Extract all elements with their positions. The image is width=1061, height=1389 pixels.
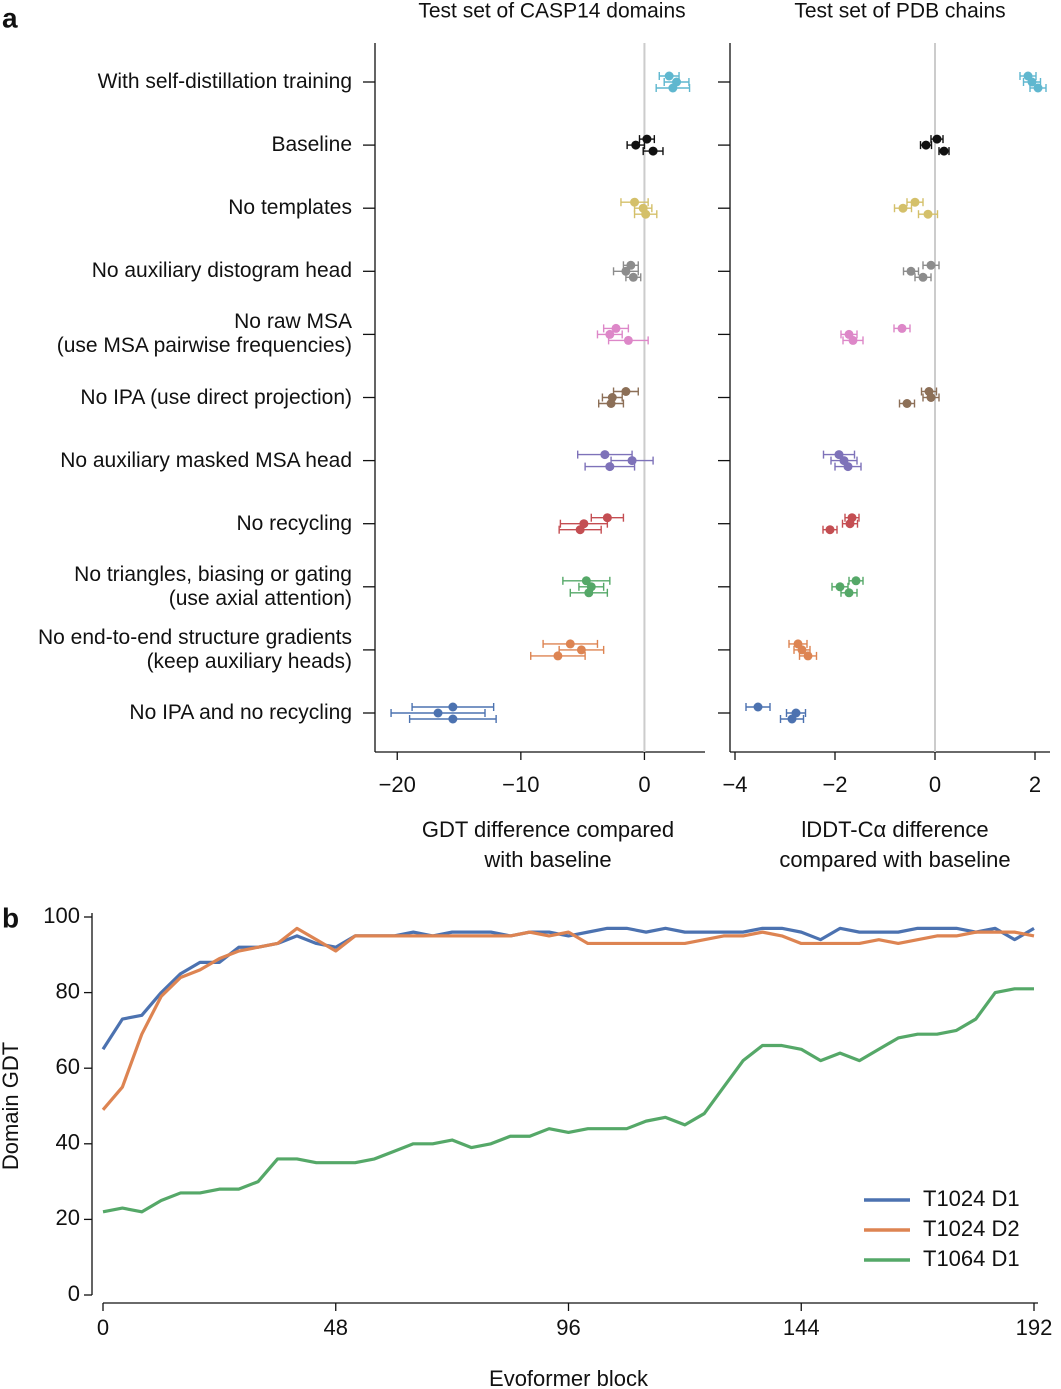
point <box>626 260 636 270</box>
category-label: No auxiliary distogram head <box>91 259 352 283</box>
x-tick-label: 48 <box>324 1315 348 1340</box>
y-axis-label: Domain GDT <box>0 1042 23 1170</box>
point <box>918 272 928 282</box>
point <box>787 714 797 724</box>
point <box>648 146 658 156</box>
point <box>902 399 912 408</box>
point <box>803 651 813 661</box>
x-tick-label: −2 <box>822 772 847 797</box>
x-tick-label: 192 <box>1016 1315 1053 1340</box>
point <box>1033 83 1043 93</box>
point <box>602 513 612 523</box>
category-label: Baseline <box>271 133 352 157</box>
category-label: No raw MSA (use MSA pairwise frequencies… <box>56 310 352 358</box>
point <box>898 203 908 213</box>
point <box>926 260 936 270</box>
point <box>939 146 949 156</box>
x-tick-label: −4 <box>722 772 747 797</box>
point <box>565 639 575 649</box>
series-line <box>101 926 1035 1051</box>
point <box>668 83 678 93</box>
point <box>611 323 621 333</box>
point <box>641 209 651 219</box>
point <box>433 708 443 718</box>
point <box>628 272 638 282</box>
chart-title: Test set of CASP14 domains <box>418 0 685 23</box>
point <box>753 702 763 712</box>
point <box>910 197 920 207</box>
point <box>448 702 458 712</box>
category-label: No IPA (use direct projection) <box>80 385 352 409</box>
point <box>897 323 907 333</box>
legend-label: T1024 D1 <box>923 1186 1020 1211</box>
point <box>845 519 855 529</box>
x-tick-label: 2 <box>1029 772 1041 797</box>
point <box>448 714 458 724</box>
point <box>584 588 594 598</box>
series-line <box>102 987 1034 1214</box>
point <box>851 576 861 586</box>
x-tick-label: 144 <box>783 1315 820 1340</box>
point <box>834 450 844 460</box>
y-tick-label: 100 <box>43 903 80 928</box>
point <box>576 645 586 655</box>
point <box>664 71 674 81</box>
x-tick-label: 96 <box>556 1315 580 1340</box>
chart-title: Test set of PDB chains <box>794 0 1005 23</box>
legend-label: T1064 D1 <box>923 1246 1020 1271</box>
x-axis-label: Evoformer block <box>489 1366 649 1389</box>
x-tick-label: 0 <box>929 772 941 797</box>
x-axis-label: GDT difference compared with baseline <box>421 817 675 872</box>
point <box>630 197 640 207</box>
point <box>844 588 854 598</box>
x-tick-label: 0 <box>638 772 650 797</box>
category-label: No IPA and no recycling <box>129 701 352 724</box>
category-label: No recycling <box>236 511 352 535</box>
point <box>835 582 845 592</box>
point <box>843 462 853 472</box>
y-tick-label: 0 <box>68 1281 80 1306</box>
point <box>575 525 585 535</box>
y-tick-label: 80 <box>56 978 80 1003</box>
point <box>825 525 835 535</box>
point <box>553 651 563 661</box>
point <box>621 387 631 396</box>
point <box>605 462 615 472</box>
legend-label: T1024 D2 <box>923 1216 1020 1241</box>
x-tick-label: 0 <box>97 1315 109 1340</box>
category-label: No triangles, biasing or gating (use axi… <box>74 562 352 610</box>
point <box>600 450 610 460</box>
point <box>631 140 641 150</box>
point <box>921 140 931 150</box>
point <box>605 329 615 339</box>
point <box>606 399 616 408</box>
point <box>906 266 916 276</box>
category-label: With self-distillation training <box>97 70 352 93</box>
point <box>581 576 591 586</box>
x-tick-label: −20 <box>379 772 416 797</box>
panel-label: a <box>2 2 18 33</box>
point <box>926 393 936 402</box>
category-label: No end-to-end structure gradients (keep … <box>37 625 352 673</box>
category-label: No auxiliary masked MSA head <box>60 448 352 472</box>
point <box>621 266 631 276</box>
x-tick-label: −10 <box>502 772 539 797</box>
x-axis-label: lDDT-Cα difference compared with baselin… <box>779 817 1011 872</box>
category-label: No templates <box>228 196 352 220</box>
point <box>932 134 942 144</box>
point <box>923 209 933 219</box>
panel-label: b <box>2 902 19 933</box>
y-tick-label: 40 <box>56 1130 80 1155</box>
y-tick-label: 20 <box>56 1205 80 1230</box>
point <box>848 335 858 345</box>
y-tick-label: 60 <box>56 1054 80 1079</box>
point <box>623 335 633 345</box>
series-line <box>101 926 1035 1111</box>
